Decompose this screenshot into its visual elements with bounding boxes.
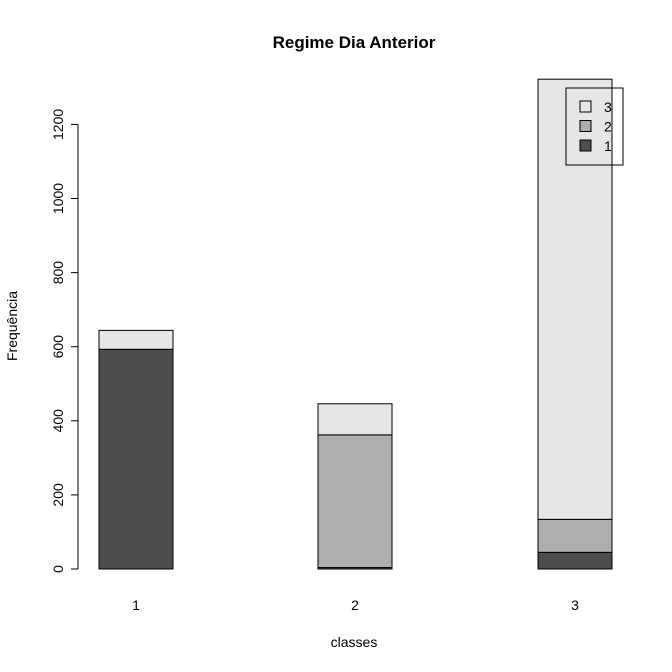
bars-group [98,78,613,570]
legend-swatch-2 [579,120,592,132]
bar-class-2-segment-2 [317,434,393,569]
legend-label-2: 2 [604,119,612,135]
y-axis-label: Frequência [4,291,20,361]
bar-class-3-segment-1 [537,551,613,570]
x-tick-labels: 1 2 3 [132,597,579,613]
legend: 3 2 1 [565,87,624,166]
legend-label-3: 3 [604,99,612,115]
y-tick-label: 1200 [50,109,66,140]
legend-label-1: 1 [604,138,612,154]
bar-class-2-segment-3 [317,403,393,436]
y-axis: 0 200 400 600 800 1000 1200 [50,109,79,573]
legend-swatch-3 [579,100,592,113]
y-tick-label: 400 [50,409,66,433]
x-axis-label: classes [331,634,378,650]
y-tick-label: 800 [50,261,66,285]
y-tick-label: 600 [50,335,66,359]
x-tick-label: 1 [132,597,140,613]
bar-class-3-segment-2 [537,518,613,553]
x-tick-label: 2 [351,597,359,613]
y-tick-label: 0 [50,565,66,573]
bar-class-1-segment-1 [98,348,174,570]
legend-box [565,87,624,166]
chart-title: Regime Dia Anterior [273,33,436,52]
y-tick-label: 1000 [50,183,66,214]
bar-class-1-segment-3 [98,329,174,350]
y-tick-label: 200 [50,483,66,507]
x-tick-label: 3 [571,597,579,613]
legend-swatch-1 [579,139,592,152]
bar-class-3-segment-3 [537,78,613,520]
